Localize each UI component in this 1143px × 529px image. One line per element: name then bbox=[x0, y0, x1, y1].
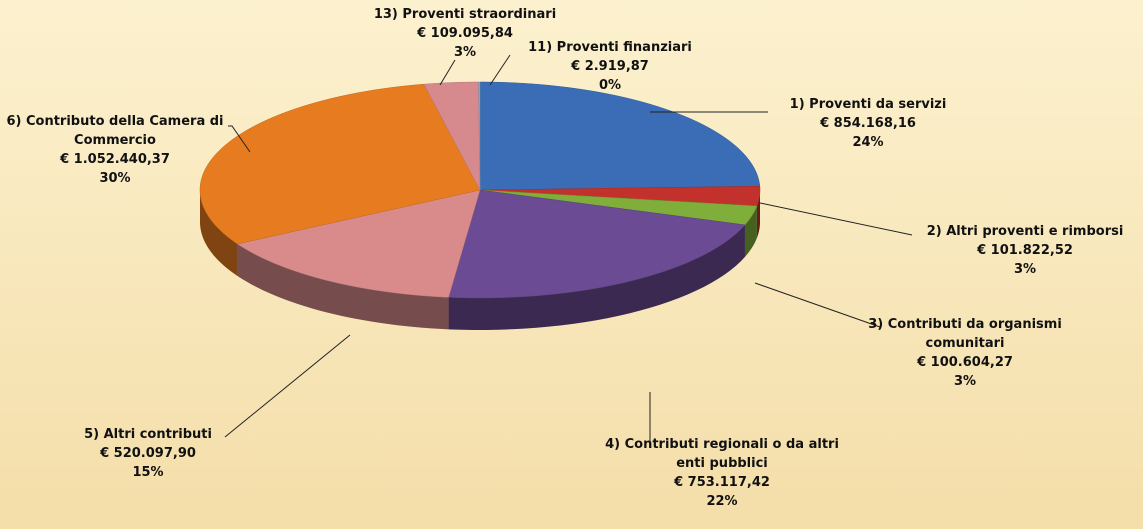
label-name: 6) Contributo della Camera di Commercio bbox=[6, 114, 224, 148]
leader-line bbox=[228, 125, 251, 153]
label-percent: 3% bbox=[1013, 262, 1037, 277]
slice-label: 13) Proventi straordinari € 109.095,84 3% bbox=[365, 5, 565, 62]
label-percent: 24% bbox=[852, 135, 884, 150]
slice-side bbox=[744, 205, 757, 257]
slice-label: 11) Proventi finanziari € 2.919,87 0% bbox=[510, 38, 710, 95]
slice bbox=[479, 81, 761, 191]
leader-line bbox=[489, 54, 511, 86]
slice-side bbox=[200, 190, 238, 276]
leader-line bbox=[224, 334, 351, 438]
label-percent: 22% bbox=[706, 494, 738, 509]
label-percent: 30% bbox=[99, 171, 131, 186]
label-percent: 0% bbox=[598, 78, 622, 93]
label-name: 2) Altri proventi e rimborsi bbox=[926, 224, 1124, 239]
slice-label: 3) Contributi da organismi comunitari € 1… bbox=[865, 315, 1065, 391]
leader-line bbox=[759, 202, 913, 236]
label-percent: 15% bbox=[132, 465, 164, 480]
leader-line bbox=[439, 59, 456, 86]
label-value: € 1.052.440,37 bbox=[60, 152, 170, 167]
label-value: € 101.822,52 bbox=[977, 243, 1073, 258]
slice-label: 2) Altri proventi e rimborsi € 101.822,52… bbox=[905, 222, 1143, 279]
slice bbox=[448, 189, 746, 299]
label-name: 5) Altri contributi bbox=[84, 427, 212, 442]
label-value: € 2.919,87 bbox=[571, 59, 649, 74]
label-name: 11) Proventi finanziari bbox=[528, 40, 692, 55]
slice-side bbox=[237, 243, 449, 330]
slice-side bbox=[448, 224, 745, 330]
label-value: € 109.095,84 bbox=[417, 26, 513, 41]
label-name: 1) Proventi da servizi bbox=[789, 97, 947, 112]
label-value: € 100.604,27 bbox=[917, 355, 1013, 370]
slice bbox=[478, 81, 481, 191]
slice-label: 6) Contributo della Camera di Commercio €… bbox=[0, 112, 230, 188]
label-name: 4) Contributi regionali o da altri enti … bbox=[605, 437, 839, 471]
label-value: € 520.097,90 bbox=[100, 446, 196, 461]
label-value: € 854.168,16 bbox=[820, 116, 916, 131]
slice-side bbox=[756, 190, 760, 238]
slice bbox=[199, 83, 481, 245]
slice bbox=[479, 185, 761, 207]
slice bbox=[423, 81, 481, 191]
label-value: € 753.117,42 bbox=[674, 475, 770, 490]
label-percent: 3% bbox=[453, 45, 477, 60]
slice-label: 4) Contributi regionali o da altri enti … bbox=[602, 435, 842, 511]
slice bbox=[479, 189, 758, 226]
label-name: 3) Contributi da organismi comunitari bbox=[868, 317, 1062, 351]
slice bbox=[236, 189, 481, 298]
label-name: 13) Proventi straordinari bbox=[373, 7, 557, 22]
leader-line bbox=[754, 282, 881, 328]
slice-label: 5) Altri contributi € 520.097,90 15% bbox=[48, 425, 248, 482]
slice-label: 1) Proventi da servizi € 854.168,16 24% bbox=[768, 95, 968, 152]
label-percent: 3% bbox=[953, 374, 977, 389]
